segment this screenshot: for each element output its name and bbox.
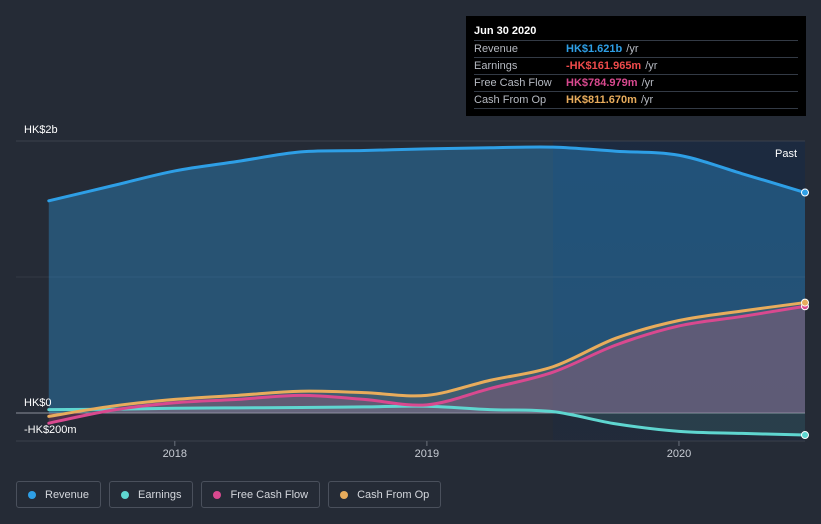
earnings-area [48,406,806,436]
legend: Revenue Earnings Free Cash Flow Cash Fro… [16,481,442,508]
revenue-endpoint [801,188,809,197]
tooltip-label: Free Cash Flow [474,77,552,89]
legend-dot-icon [340,490,349,499]
cash-from-op-endpoint [801,298,809,307]
tooltip-row-revenue: Revenue HK$1.621b /yr [474,40,798,57]
tooltip-value: -HK$161.965m [566,60,642,72]
gridlines [16,140,805,442]
legend-label: Cash From Op [357,488,430,501]
cash-from-op-area [48,302,806,417]
tooltip-value: HK$1.621b [566,43,623,55]
tooltip-row-free-cash-flow: Free Cash Flow HK$784.979m /yr [474,74,798,91]
tooltip-unit: /yr [640,94,654,106]
series-endpoints [801,188,809,440]
y-tick-bottom: -HK$200m [24,424,77,436]
tooltip-label: Cash From Op [474,94,547,106]
past-label: Past [775,148,797,160]
earnings-endpoint [801,431,809,440]
tooltip-row-earnings: Earnings -HK$161.965m /yr [474,57,798,74]
past-region [552,141,805,441]
x-tick-label: 2019 [415,448,439,460]
tooltip-date: Jun 30 2020 [474,25,537,37]
tooltip-label: Revenue [474,43,519,55]
legend-dot-icon [213,490,222,499]
tooltip: Jun 30 2020 Revenue HK$1.621b /yr Earnin… [466,16,806,116]
free-cash-flow-line [47,304,807,425]
legend-label: Free Cash Flow [230,488,309,501]
legend-dot-icon [121,490,130,499]
y-tick-top: HK$2b [24,124,58,136]
y-tick-zero: HK$0 [24,397,52,409]
tooltip-unit: /yr [645,60,658,72]
tooltip-value: HK$811.670m [566,94,637,106]
x-tick-label: 2020 [667,448,691,460]
tooltip-unit: /yr [626,43,639,55]
tooltip-unit: /yr [641,77,654,89]
tooltip-row-cash-from-op: Cash From Op HK$811.670m /yr [474,91,798,109]
legend-item-cash-from-op[interactable]: Cash From Op [328,481,442,508]
legend-label: Earnings [138,488,182,501]
x-axis: 2018 2019 2020 [163,441,691,460]
series-areas [48,146,806,436]
legend-dot-icon [28,490,36,499]
tooltip-label: Earnings [474,60,518,72]
x-tick-label: 2018 [163,448,187,460]
cash-from-op-line [47,301,807,418]
legend-item-earnings[interactable]: Earnings [109,481,194,508]
legend-label: Revenue [45,488,90,501]
tooltip-value: HK$784.979m [566,77,638,89]
legend-item-revenue[interactable]: Revenue [16,481,102,508]
series-lines [47,145,807,437]
free-cash-flow-area [48,306,806,424]
legend-item-free-cash-flow[interactable]: Free Cash Flow [201,481,321,508]
revenue-line [47,145,807,203]
